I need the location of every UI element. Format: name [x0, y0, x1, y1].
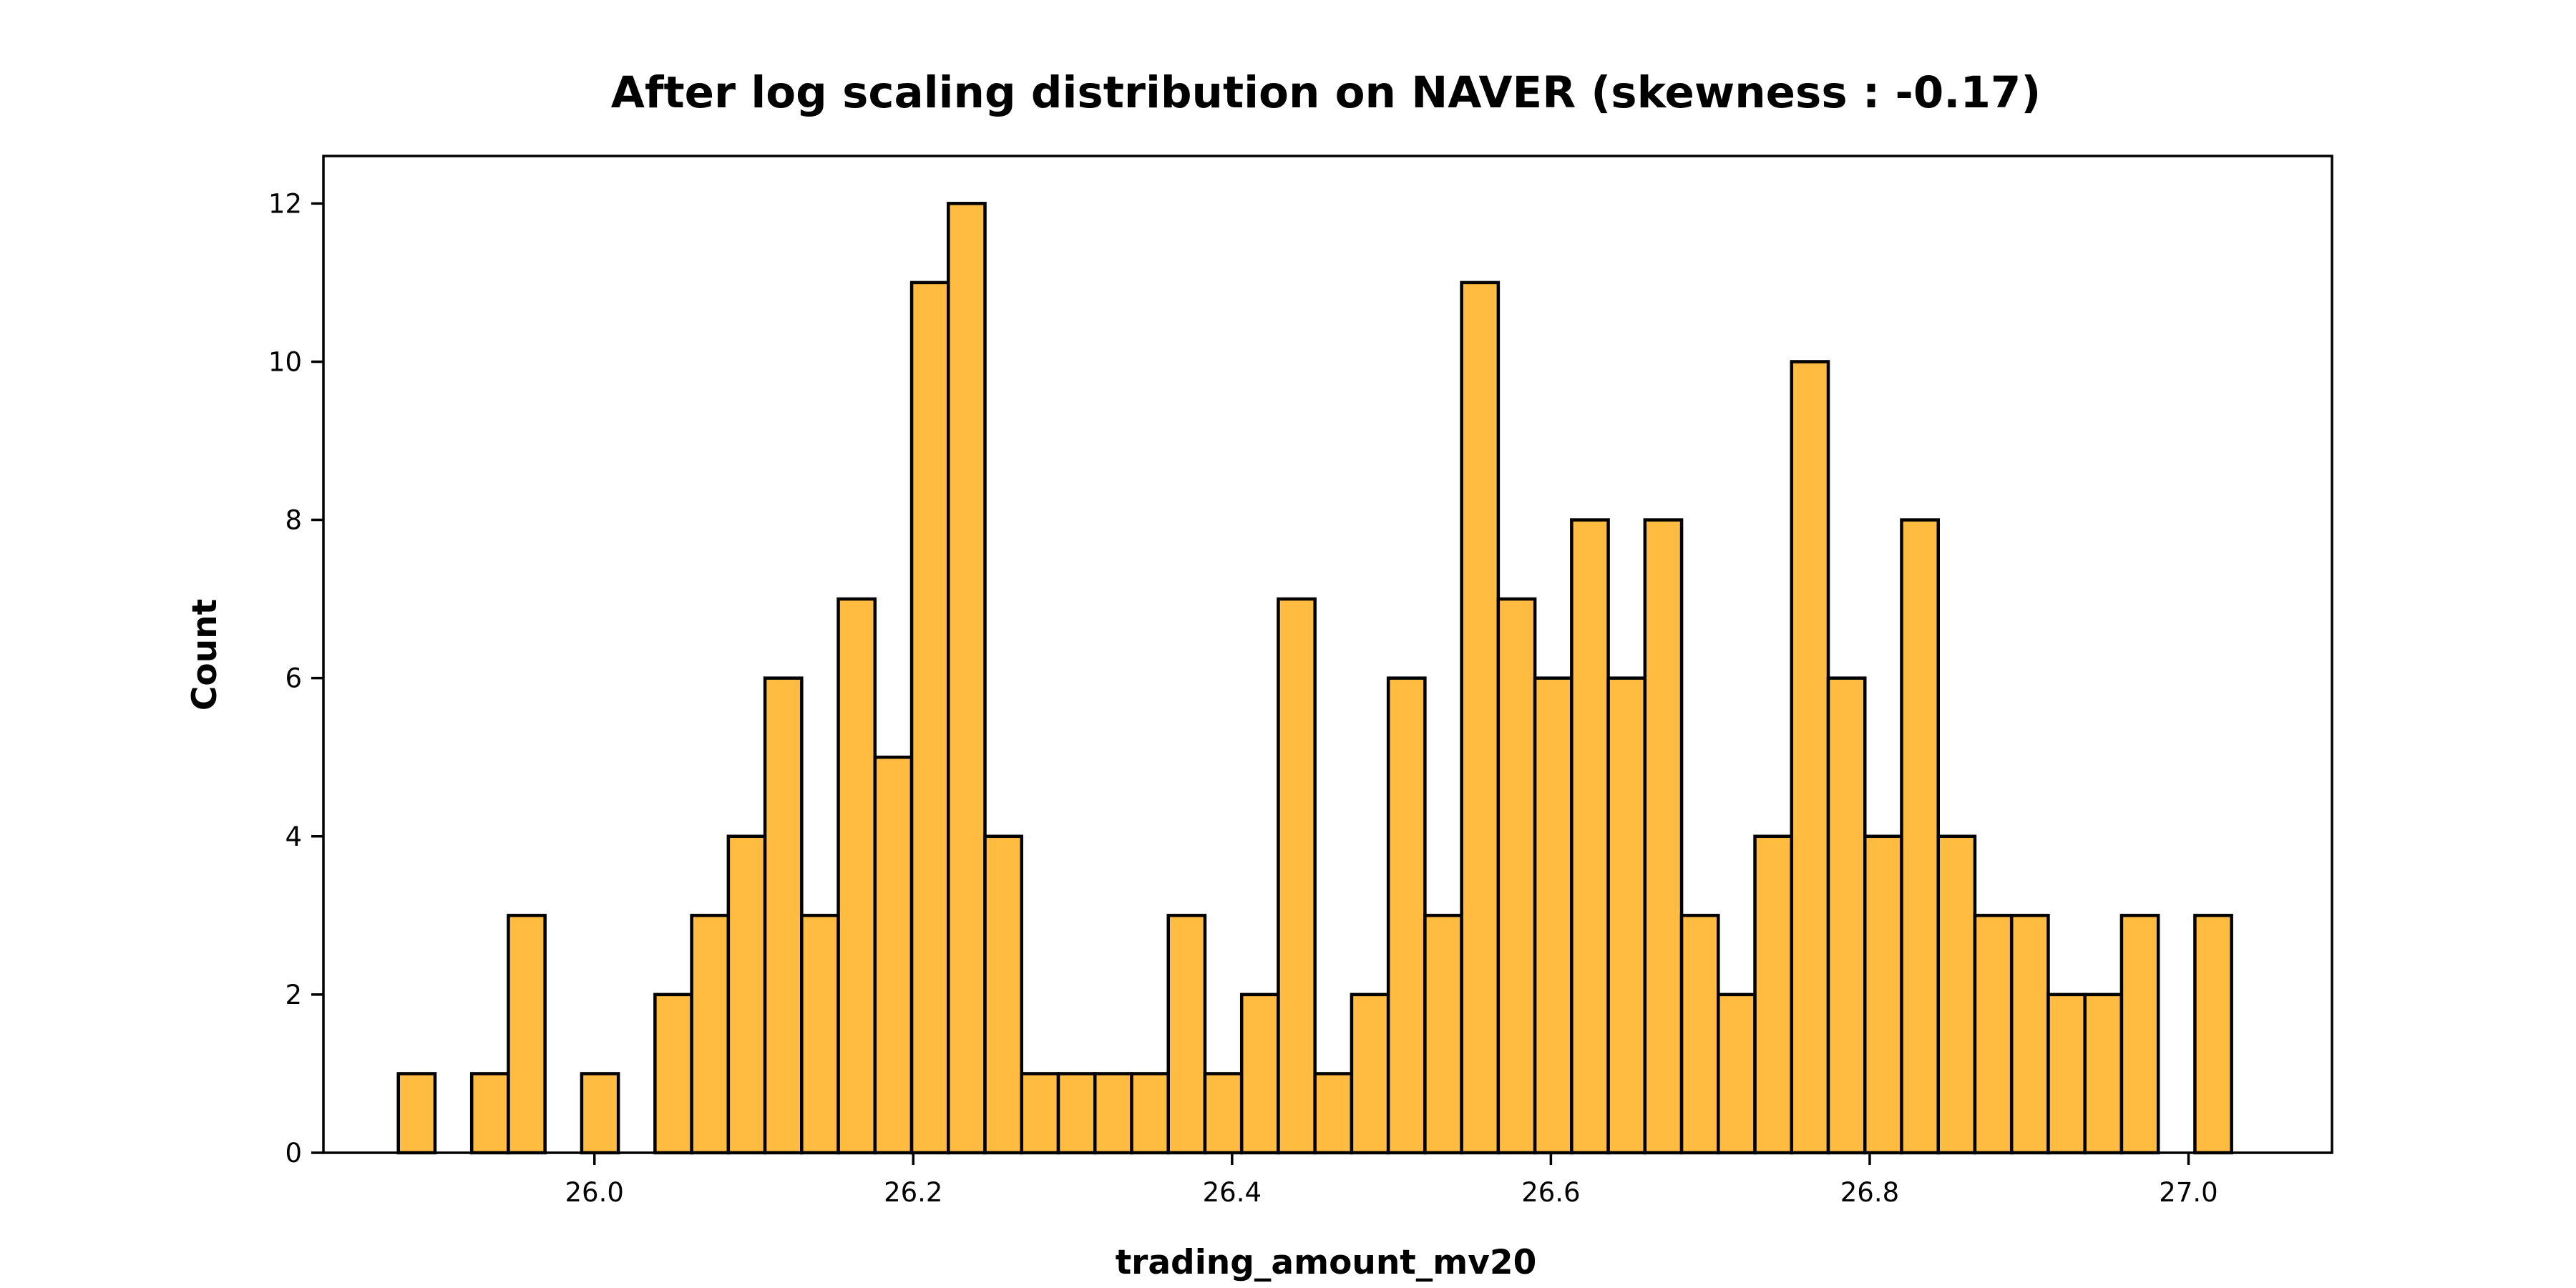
histogram-bar	[1498, 599, 1535, 1153]
histogram-bar	[1058, 1073, 1095, 1153]
y-tick-label: 10	[268, 346, 302, 377]
chart-title: After log scaling distribution on NAVER …	[611, 67, 2041, 118]
histogram-bar	[655, 995, 691, 1153]
histogram-bar	[2122, 915, 2158, 1153]
histogram-bar	[1131, 1073, 1168, 1153]
y-tick-label: 8	[285, 505, 302, 536]
histogram-bar	[2011, 915, 2048, 1153]
x-tick-label: 26.4	[1203, 1177, 1262, 1208]
histogram-bar	[1975, 915, 2011, 1153]
y-axis-label: Count	[185, 599, 225, 711]
y-tick-label: 6	[285, 663, 302, 694]
histogram-bar	[1425, 915, 1461, 1153]
histogram-bar	[1938, 836, 1975, 1153]
histogram-bar	[1278, 599, 1314, 1153]
x-tick-label: 26.6	[1521, 1177, 1580, 1208]
histogram-bar	[2085, 995, 2122, 1153]
histogram-bar	[801, 915, 838, 1153]
histogram-bar	[1865, 836, 1901, 1153]
x-tick-label: 26.2	[884, 1177, 942, 1208]
histogram-bar	[728, 836, 765, 1153]
y-tick-label: 0	[285, 1138, 302, 1169]
histogram-bar	[948, 203, 985, 1153]
histogram-bar	[1315, 1073, 1352, 1153]
histogram-bar	[875, 757, 912, 1153]
histogram-bar	[1388, 678, 1425, 1153]
histogram-bar	[1571, 520, 1608, 1153]
histogram-bar	[1462, 283, 1498, 1153]
histogram-bar	[1792, 361, 1828, 1153]
histogram-bar	[1755, 836, 1792, 1153]
x-axis-label: trading_amount_mv20	[1116, 1243, 1537, 1282]
histogram-bar	[1095, 1073, 1131, 1153]
histogram-bar	[1352, 995, 1388, 1153]
histogram-bar	[1535, 678, 1571, 1153]
histogram-bar	[1241, 995, 1278, 1153]
histogram-bar	[839, 599, 875, 1153]
histogram-bar	[1682, 915, 1718, 1153]
histogram-bar	[1828, 678, 1865, 1153]
histogram-bar	[912, 283, 948, 1153]
histogram-bar	[985, 836, 1022, 1153]
histogram-bar	[582, 1073, 618, 1153]
y-tick-label: 12	[268, 188, 302, 219]
histogram-bar	[1609, 678, 1645, 1153]
histogram-bar	[2048, 995, 2084, 1153]
y-tick-label: 2	[285, 980, 302, 1010]
histogram-bar	[2195, 915, 2231, 1153]
x-tick-label: 26.8	[1840, 1177, 1899, 1208]
histogram-bar	[399, 1073, 435, 1153]
y-tick-label: 4	[285, 821, 302, 852]
histogram-bar	[1718, 995, 1755, 1153]
histogram-bar	[692, 915, 728, 1153]
histogram-bar	[508, 915, 545, 1153]
histogram-bar	[765, 678, 801, 1153]
bars-group	[399, 203, 2232, 1153]
histogram-bar	[1022, 1073, 1058, 1153]
histogram-bar	[1645, 520, 1682, 1153]
histogram-bar	[472, 1073, 508, 1153]
x-tick-label: 26.0	[565, 1177, 624, 1208]
histogram-bar	[1902, 520, 1938, 1153]
x-tick-label: 27.0	[2159, 1177, 2218, 1208]
histogram-bar	[1205, 1073, 1241, 1153]
histogram-bar	[1169, 915, 1205, 1153]
